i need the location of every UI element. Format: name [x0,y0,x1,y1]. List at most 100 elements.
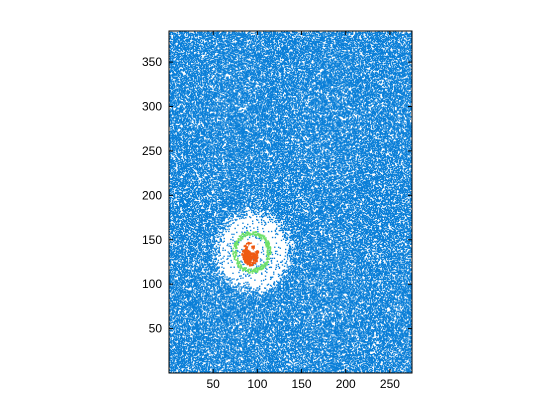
noise-point [328,371,330,373]
noise-point [199,371,202,373]
noise-point [334,369,336,371]
noise-point [360,365,363,367]
noise-point [292,362,294,364]
noise-point [308,366,310,368]
noise-point [381,367,384,369]
noise-point [405,367,407,369]
noise-point [222,363,225,366]
noise-point [311,361,313,364]
noise-point [174,355,176,357]
noise-point [340,359,342,361]
noise-point [333,348,335,350]
noise-point [324,350,326,352]
noise-point [317,342,319,344]
noise-point [363,363,366,365]
noise-point [286,344,288,346]
noise-point [358,370,361,372]
noise-point [335,359,337,361]
noise-point [214,363,216,366]
noise-point [386,364,389,366]
noise-point [375,351,377,353]
noise-point [224,361,226,363]
noise-point [363,371,366,373]
noise-point [324,365,326,367]
noise-point [314,371,316,373]
noise-point [298,348,301,350]
noise-point [351,370,354,372]
noise-point [406,370,408,373]
noise-point [364,360,367,362]
noise-point [252,366,254,369]
noise-point [368,364,371,367]
noise-point [271,367,274,369]
noise-point [385,366,387,368]
noise-point [198,360,200,362]
noise-point [262,368,265,370]
noise-point [254,361,256,363]
noise-point [211,371,213,373]
noise-point [279,365,282,368]
noise-point [333,359,335,361]
noise-point [301,367,304,369]
noise-point [298,361,301,363]
noise-point [405,368,407,371]
noise-point [203,360,206,363]
noise-point [349,368,351,370]
noise-point [296,371,299,373]
noise-point [338,356,341,359]
noise-point [377,371,379,373]
noise-point [225,370,228,372]
noise-point [251,365,254,367]
noise-point [399,371,402,373]
noise-point [193,354,195,356]
noise-point [408,367,410,369]
noise-point [378,369,380,371]
noise-point [375,359,377,361]
noise-point [182,371,184,373]
noise-point [250,365,253,367]
noise-point [214,360,216,362]
noise-point [193,364,196,366]
noise-point [342,364,344,366]
noise-point [184,366,187,369]
noise-point [256,365,259,368]
noise-point [338,365,340,367]
noise-point [386,368,388,370]
noise-point [323,363,325,365]
noise-point [356,369,359,371]
noise-point [363,367,365,369]
noise-point [297,362,300,365]
noise-point [337,348,339,350]
noise-point [314,366,316,368]
noise-point [245,361,248,364]
noise-point [409,365,412,367]
noise-point [407,365,409,367]
noise-point [328,361,330,363]
noise-point [171,361,174,364]
noise-point [257,362,260,364]
noise-point [210,355,212,357]
noise-point [230,359,232,361]
noise-point [283,343,286,346]
noise-point [219,362,221,364]
noise-point [170,369,173,371]
noise-point [367,364,370,367]
noise-point [345,367,347,369]
noise-point [267,363,270,365]
noise-point [268,361,271,363]
noise-point [248,369,250,371]
noise-point [178,368,181,371]
noise-point [191,360,194,363]
noise-point [398,353,400,355]
noise-point [363,347,366,349]
noise-point [397,366,400,369]
noise-point [304,367,306,369]
noise-point [270,363,273,365]
noise-point [211,361,213,363]
noise-point [182,359,184,362]
noise-point [341,351,343,353]
noise-point [404,364,406,366]
noise-point [208,364,210,366]
noise-point [285,360,287,362]
noise-point [234,360,236,362]
